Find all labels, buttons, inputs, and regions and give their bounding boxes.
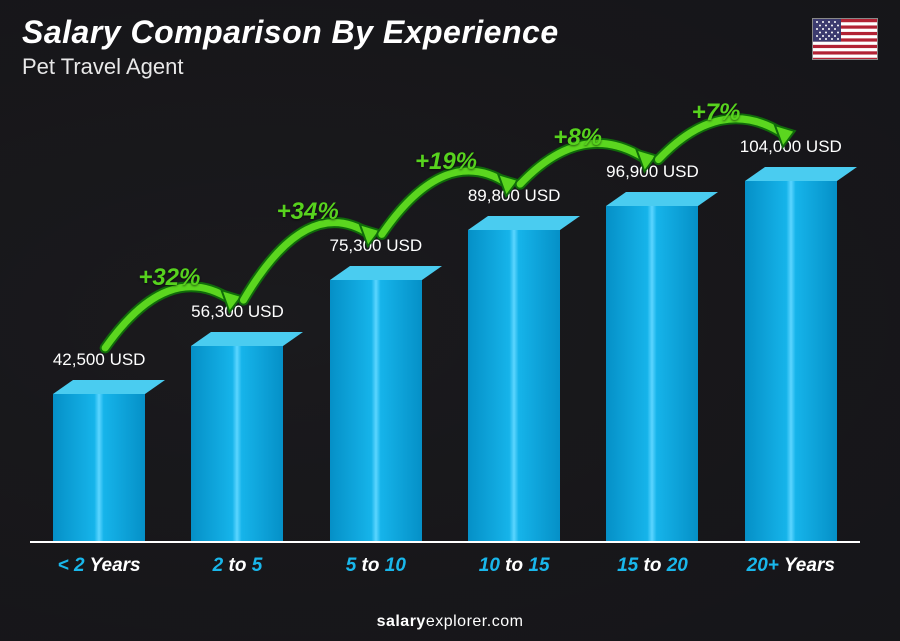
category-label: 5 to 10 bbox=[316, 555, 436, 577]
delta-percent-label: +7% bbox=[692, 99, 741, 127]
footer-brand: salaryexplorer.com bbox=[0, 613, 900, 631]
delta-percent-label: +19% bbox=[415, 148, 477, 176]
bar-column: 56,300 USD bbox=[177, 346, 297, 541]
bar-front-face bbox=[330, 280, 422, 541]
bar-column: 104,000 USD bbox=[731, 181, 851, 541]
delta-percent-label: +8% bbox=[553, 124, 602, 152]
bar-top-face bbox=[468, 216, 580, 230]
delta-percent-label: +32% bbox=[138, 264, 200, 292]
bar-top-face bbox=[330, 266, 442, 280]
footer-brand-bold: salary bbox=[377, 613, 426, 630]
salary-bar: 89,800 USD bbox=[468, 230, 560, 541]
bar-top-face bbox=[53, 380, 165, 394]
salary-bar: 96,900 USD bbox=[606, 206, 698, 541]
chart-baseline bbox=[30, 541, 860, 543]
category-label: 20+ Years bbox=[731, 555, 851, 577]
category-label: 2 to 5 bbox=[177, 555, 297, 577]
salary-bar: 75,300 USD bbox=[330, 280, 422, 541]
country-flag-icon bbox=[812, 18, 878, 60]
salary-bar: 104,000 USD bbox=[745, 181, 837, 541]
bar-top-face bbox=[745, 167, 857, 181]
category-labels: < 2 Years 2 to 5 5 to 10 10 to 15 15 to 20 20… bbox=[30, 555, 860, 577]
bar-top-face bbox=[606, 192, 718, 206]
bar-front-face bbox=[606, 206, 698, 541]
bar-front-face bbox=[745, 181, 837, 541]
bar-column: 89,800 USD bbox=[454, 230, 574, 541]
salary-bar: 56,300 USD bbox=[191, 346, 283, 541]
bar-value-label: 56,300 USD bbox=[157, 302, 317, 322]
page-title: Salary Comparison By Experience bbox=[22, 14, 559, 51]
bar-front-face bbox=[53, 394, 145, 541]
bar-column: 96,900 USD bbox=[592, 206, 712, 541]
bar-value-label: 104,000 USD bbox=[711, 137, 871, 157]
bar-front-face bbox=[468, 230, 560, 541]
bar-column: 42,500 USD bbox=[39, 394, 159, 541]
bar-top-face bbox=[191, 332, 303, 346]
bar-value-label: 75,300 USD bbox=[296, 236, 456, 256]
bar-front-face bbox=[191, 346, 283, 541]
category-label: < 2 Years bbox=[39, 555, 159, 577]
bar-value-label: 96,900 USD bbox=[572, 162, 732, 182]
bar-value-label: 42,500 USD bbox=[19, 350, 179, 370]
bar-column: 75,300 USD bbox=[316, 280, 436, 541]
category-label: 15 to 20 bbox=[592, 555, 712, 577]
footer-brand-rest: explorer.com bbox=[426, 613, 524, 630]
infographic-canvas: Salary Comparison By Experience Pet Trav… bbox=[0, 0, 900, 641]
delta-percent-label: +34% bbox=[277, 198, 339, 226]
bar-chart: 42,500 USD 56,300 USD 75,300 USD 89,800 USD… bbox=[30, 100, 860, 581]
category-label: 10 to 15 bbox=[454, 555, 574, 577]
salary-bar: 42,500 USD bbox=[53, 394, 145, 541]
bar-value-label: 89,800 USD bbox=[434, 186, 594, 206]
page-subtitle: Pet Travel Agent bbox=[22, 54, 183, 80]
